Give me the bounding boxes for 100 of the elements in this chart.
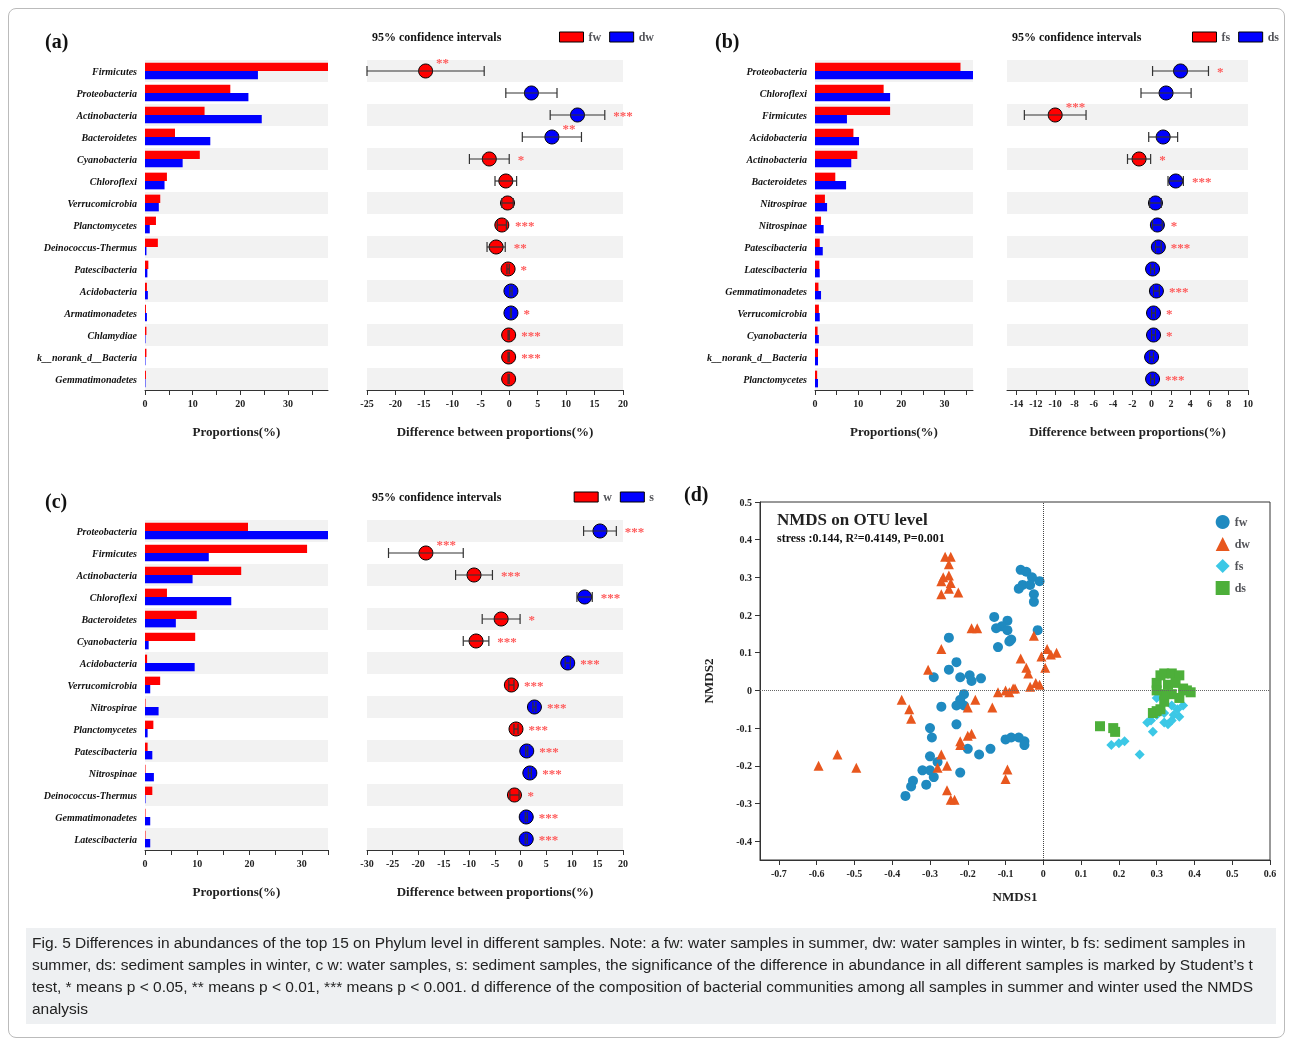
chart-title: (c) [45,490,68,513]
x-tick-label: -15 [437,857,451,869]
x-tick-label: -5 [490,857,500,869]
y-tick-label: Deinococcus-Thermus [42,241,138,253]
y-tick-label: Actinobacteria [75,109,137,121]
chart-title: (b) [715,30,740,53]
y-tick-label: Chloroflexi [759,87,808,99]
data-label: * [1166,327,1173,343]
x-tick-label: 0.3 [1150,867,1163,879]
data-label: *** [500,567,521,583]
y-tick-label: Planctomycetes [73,723,138,735]
x-tick-label: 15 [589,397,600,409]
y-tick-label: Latescibacteria [73,833,137,845]
y-tick-label: Bacteroidetes [80,131,138,143]
x-tick-label: 0 [518,857,524,869]
x-tick-label: 20 [618,857,628,869]
chart-title: 95% confidence intervals [372,30,502,44]
x-tick-label: -0.5 [846,867,863,879]
data-label: * [1216,63,1224,79]
y-tick-label: Proteobacteria [76,87,137,99]
y-tick-label: Chlamydiae [87,329,138,341]
x-tick-label: 20 [896,397,907,409]
data-label: *** [436,536,456,552]
x-tick-label: 6 [1206,397,1212,409]
y-tick-label: Patescibacteria [74,745,137,757]
data-label: * [523,305,530,321]
legend-label: dw [638,30,655,44]
y-tick-label: Patescibacteria [744,241,807,253]
legend-label: ds [1234,581,1247,595]
y-tick-label: 0.1 [739,647,752,659]
data-label: *** [1168,283,1189,299]
y-tick-label: Actinobacteria [745,153,807,165]
x-tick-label: 0 [142,397,148,409]
y-tick-label: Firmicutes [760,109,808,121]
y-tick-label: 0 [747,684,752,696]
y-tick-label: k__norank_d__Bacteria [36,351,137,363]
data-label: *** [1191,173,1212,189]
y-tick-label: Acidobacteria [748,131,807,143]
data-label: *** [1165,371,1185,387]
x-tick-label: 0.6 [1263,867,1277,879]
y-tick-label: Planctomycetes [743,373,808,385]
x-tick-label: 0 [1149,397,1155,409]
x-tick-label: -10 [462,857,477,869]
data-label: *** [521,349,541,365]
x-axis-title: Proportions(%) [192,424,281,439]
y-tick-label: Planctomycetes [73,219,138,231]
x-tick-label: 10 [187,397,198,409]
legend-label: fw [588,30,602,44]
chart-title: (a) [45,30,69,53]
chart-title: 95% confidence intervals [1012,30,1142,44]
x-axis-title: Difference between proportions(%) [396,884,594,899]
data-label: * [527,787,535,803]
data-label: * [517,151,525,167]
y-tick-label: Cyanobacteria [747,329,807,341]
legend-label: dw [1234,537,1251,551]
x-tick-label: -15 [417,397,431,409]
y-tick-label: Cyanobacteria [77,153,137,165]
y-tick-label: Bacteroidetes [80,613,138,625]
data-label: ** [562,120,576,136]
legend-label: fw [1234,515,1248,529]
data-label: * [528,611,536,627]
x-tick-label: -6 [1089,397,1098,409]
y-tick-label: -0.2 [736,760,752,772]
data-label: *** [1065,98,1086,114]
x-axis-title: Proportions(%) [850,424,938,439]
x-tick-label: 30 [282,397,293,409]
y-tick-label: Nitrospirae [759,197,808,209]
x-tick-label: -4 [1108,397,1118,409]
data-label: *** [514,217,535,233]
y-tick-label: Proteobacteria [746,65,807,77]
x-tick-label: 30 [939,397,950,409]
x-tick-label: 20 [618,397,628,409]
y-tick-label: Firmicutes [90,65,138,77]
data-label: *** [523,677,544,693]
data-label: * [1159,151,1166,167]
x-tick-label: 30 [296,857,307,869]
data-label: *** [538,831,559,847]
x-tick-label: 10 [192,857,203,869]
text: (d) [684,483,709,506]
x-tick-label: 2 [1168,397,1174,409]
y-tick-label: Gemmatimonadetes [55,373,138,385]
y-tick-label: Nitrospinae [87,767,138,779]
text: stress :0.144, R²=0.4149, P=0.001 [777,531,945,545]
x-tick-label: -0.6 [808,867,825,879]
y-tick-label: Chloroflexi [89,175,138,187]
y-tick-label: 0.2 [739,609,752,621]
y-tick-label: Latescibacteria [743,263,807,275]
y-tick-label: Acidobacteria [78,657,137,669]
data-label: *** [528,721,548,737]
x-tick-label: 15 [592,857,603,869]
data-label: *** [580,655,600,671]
x-tick-label: 10 [566,857,577,869]
y-tick-label: Nitrospinae [757,219,808,231]
y-tick-label: -0.4 [736,835,752,847]
y-tick-label: Deinococcus-Thermus [42,789,138,801]
x-tick-label: -0.3 [922,867,938,879]
data-label: * [520,261,528,277]
y-tick-label: -0.3 [736,797,752,809]
x-tick-label: 0 [142,857,148,869]
y-tick-label: Acidobacteria [78,285,137,297]
